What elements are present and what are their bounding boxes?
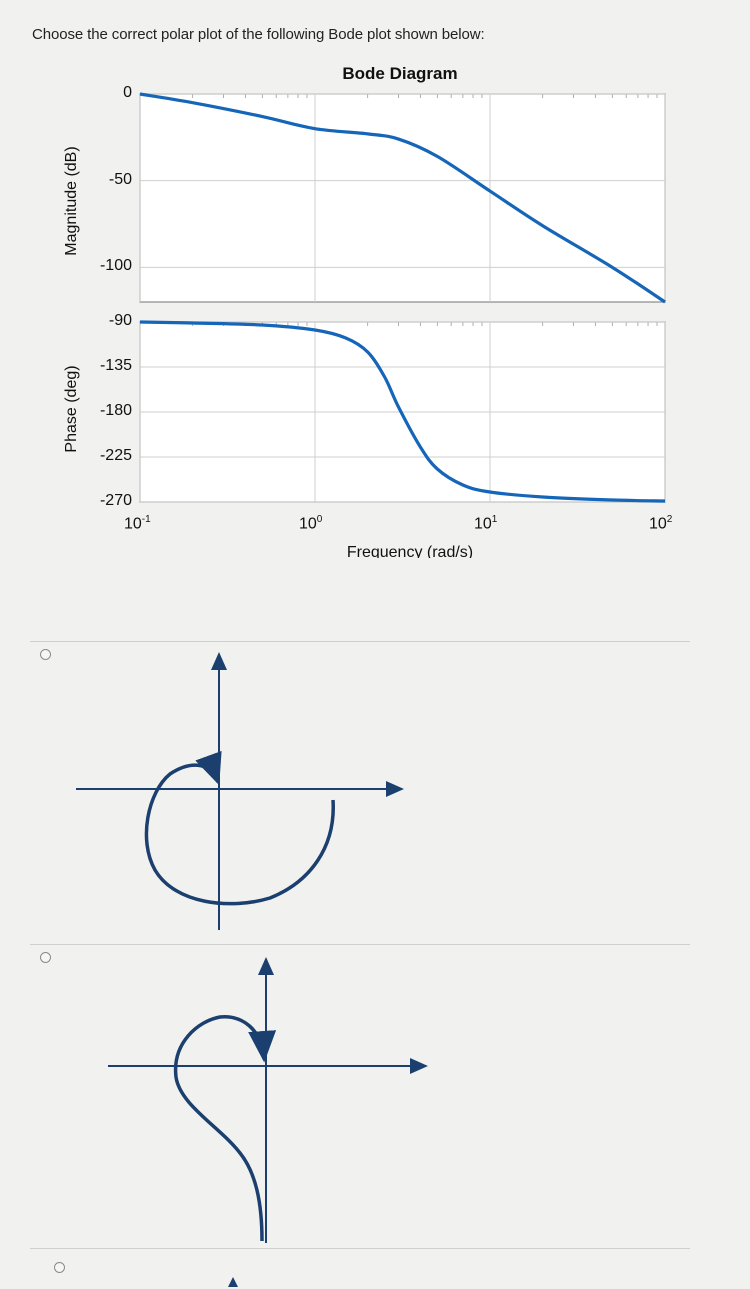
phase-curve — [139, 320, 666, 503]
frequency-tick-label: 102 — [649, 514, 673, 533]
phase-tick-label: -270 — [99, 492, 132, 509]
frequency-tick-label: 10-1 — [124, 514, 151, 533]
option-b-polar-plot — [108, 957, 428, 1243]
magnitude-panel — [139, 93, 666, 303]
frequency-tick-label: 100 — [299, 514, 323, 533]
magnitude-tick-label: -50 — [108, 170, 132, 188]
option-c-polar-plot — [228, 1277, 238, 1287]
bode-plot-area — [139, 92, 666, 503]
frequency-tick-label: 101 — [474, 514, 498, 533]
option-a[interactable] — [30, 641, 690, 942]
chart-title: Bode Diagram — [342, 64, 458, 83]
phase-tick-label: -180 — [99, 402, 132, 419]
frequency-axis-label: Frequency (rad/s) — [346, 544, 474, 558]
phase-tick-label: -225 — [99, 447, 132, 464]
option-c[interactable] — [30, 1248, 690, 1287]
phase-tick-label: -90 — [108, 312, 132, 329]
magnitude-tick-label: -100 — [99, 257, 132, 275]
question-text: Choose the correct polar plot of the fol… — [32, 26, 485, 43]
magnitude-tick-label: 0 — [123, 84, 132, 101]
phase-tick-label: -135 — [99, 357, 132, 374]
option-b[interactable] — [30, 944, 690, 1245]
option-b-radio[interactable] — [40, 952, 51, 963]
option-a-polar-plot — [76, 652, 404, 930]
option-c-radio[interactable] — [54, 1262, 65, 1273]
polar-curve — [144, 750, 335, 906]
polar-curve — [173, 1015, 277, 1242]
option-a-radio[interactable] — [40, 649, 51, 660]
magnitude-curve — [139, 92, 666, 304]
